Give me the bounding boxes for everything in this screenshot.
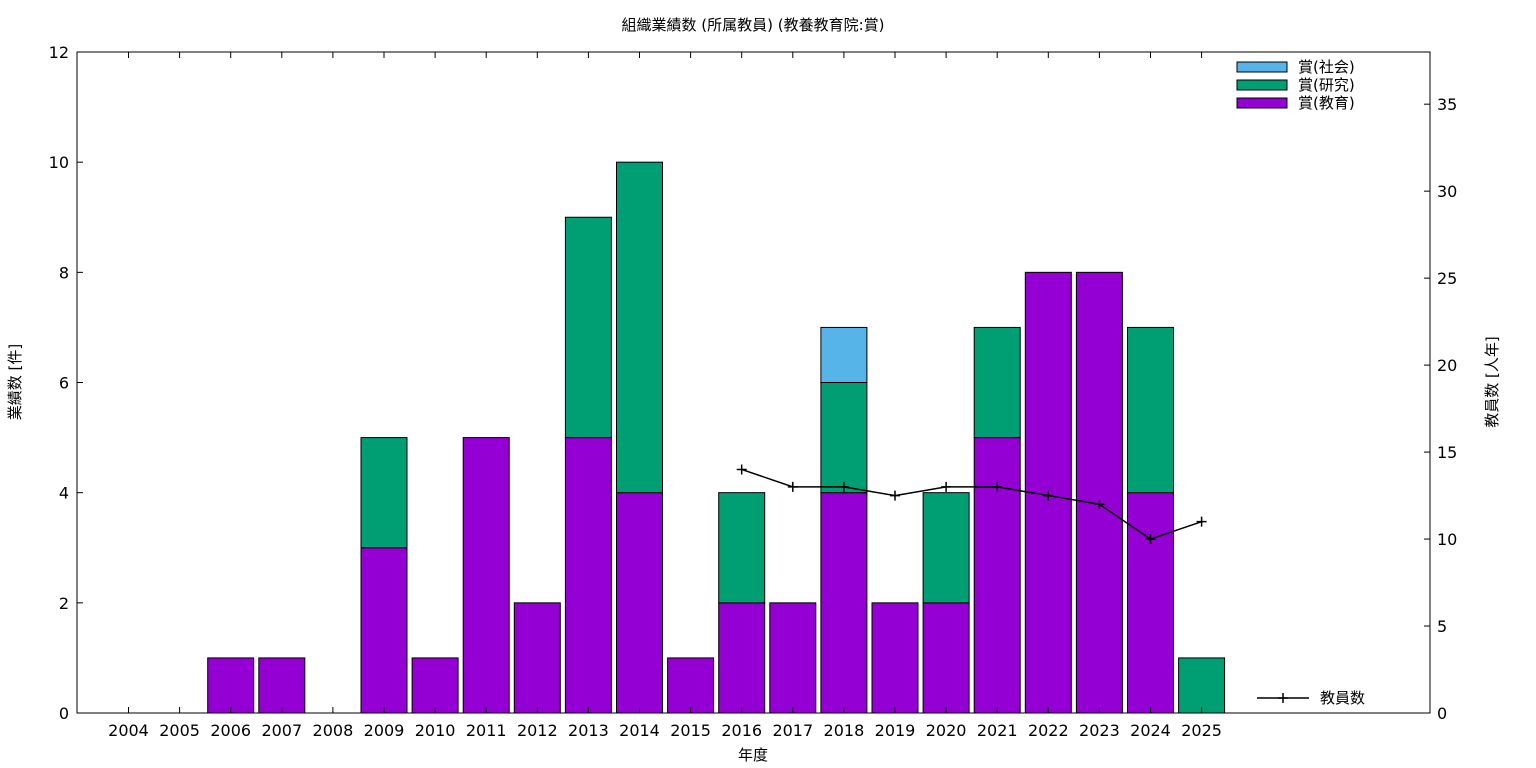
line-layer bbox=[736, 464, 1207, 545]
bar-2016-series-1 bbox=[718, 492, 766, 604]
y-tick-label: 0 bbox=[59, 704, 69, 723]
bar-2025-series-1 bbox=[1178, 657, 1226, 714]
bar-2020-series-1 bbox=[922, 492, 970, 604]
bar-2024-series-1 bbox=[1127, 326, 1174, 494]
x-tick-label: 2025 bbox=[1181, 721, 1222, 740]
x-tick-label: 2006 bbox=[210, 721, 251, 740]
y-tick-label: 8 bbox=[59, 263, 69, 282]
bar-2021-series-0 bbox=[973, 437, 1021, 714]
x-tick-label: 2020 bbox=[926, 721, 967, 740]
x-axis-label: 年度 bbox=[738, 746, 768, 764]
x-tick-label: 2012 bbox=[517, 721, 558, 740]
x-tick-label: 2009 bbox=[364, 721, 405, 740]
x-tick-label: 2015 bbox=[670, 721, 711, 740]
legend-label: 賞(教育) bbox=[1298, 94, 1355, 112]
bars-layer bbox=[207, 161, 1226, 714]
y-tick-label: 4 bbox=[59, 484, 69, 503]
bar-2016-series-0 bbox=[718, 602, 766, 714]
x-tick-label: 2010 bbox=[415, 721, 456, 740]
bar-2014-series-0 bbox=[616, 492, 663, 714]
y2-axis-label: 教員数 [人年] bbox=[1483, 336, 1501, 427]
axes-layer: 2004 2005 2006 2007 2008 2009 2010 2011 2012 2013… bbox=[49, 43, 1458, 740]
x-tick-label: 2024 bbox=[1130, 721, 1171, 740]
faculty-count-point bbox=[838, 481, 849, 492]
y2-tick-label: 5 bbox=[1437, 617, 1447, 636]
y2-tick-label: 30 bbox=[1437, 182, 1457, 201]
chart-title: 組織業績数 (所属教員) (教養教育院:賞) bbox=[622, 16, 885, 34]
bar-2009-series-1 bbox=[360, 437, 408, 549]
x-tick-label: 2005 bbox=[159, 721, 200, 740]
faculty-count-point bbox=[941, 481, 952, 492]
bar-2013-series-1 bbox=[564, 216, 612, 439]
bar-2018-series-2 bbox=[820, 326, 868, 383]
faculty-count-point bbox=[787, 481, 798, 492]
bar-2007-series-0 bbox=[258, 657, 306, 714]
bar-2013-series-0 bbox=[564, 437, 612, 714]
faculty-count-point bbox=[1196, 516, 1207, 527]
bar-2011-series-0 bbox=[462, 437, 510, 714]
y2-tick-label: 15 bbox=[1437, 443, 1457, 462]
x-tick-label: 2021 bbox=[977, 721, 1018, 740]
y2-tick-label: 0 bbox=[1437, 704, 1447, 723]
x-tick-label: 2017 bbox=[772, 721, 813, 740]
legend: 賞(社会)賞(研究)賞(教育) 教員数 bbox=[1236, 58, 1365, 707]
y-tick-label: 2 bbox=[59, 594, 69, 613]
bar-2019-series-0 bbox=[871, 602, 919, 714]
faculty-count-point bbox=[992, 481, 1003, 492]
faculty-count-point bbox=[1094, 499, 1105, 510]
bar-2018-series-1 bbox=[820, 382, 868, 494]
bar-2021-series-1 bbox=[973, 326, 1021, 439]
x-tick-label: 2004 bbox=[108, 721, 149, 740]
x-tick-label: 2011 bbox=[466, 721, 507, 740]
legend-line-marker bbox=[1278, 693, 1288, 703]
bar-2014-series-1 bbox=[616, 161, 663, 494]
y-tick-label: 12 bbox=[49, 43, 69, 62]
faculty-count-point bbox=[1145, 534, 1156, 545]
bar-2010-series-0 bbox=[411, 657, 459, 714]
faculty-count-point bbox=[736, 464, 747, 475]
x-tick-label: 2018 bbox=[824, 721, 865, 740]
legend-swatch bbox=[1236, 79, 1288, 91]
bar-2024-series-0 bbox=[1127, 492, 1174, 714]
x-tick-label: 2022 bbox=[1028, 721, 1069, 740]
x-tick-label: 2014 bbox=[619, 721, 660, 740]
x-tick-label: 2019 bbox=[875, 721, 916, 740]
legend-swatch bbox=[1236, 97, 1288, 109]
y2-tick-label: 35 bbox=[1437, 95, 1457, 114]
bar-2017-series-0 bbox=[769, 602, 817, 714]
bar-2009-series-0 bbox=[360, 547, 408, 714]
x-tick-label: 2023 bbox=[1079, 721, 1120, 740]
y2-tick-label: 10 bbox=[1437, 530, 1457, 549]
faculty-count-line bbox=[741, 468, 1202, 540]
bar-2015-series-0 bbox=[667, 657, 715, 714]
faculty-count-point bbox=[890, 490, 900, 501]
y-axis-label: 業績数 [件] bbox=[6, 344, 24, 420]
x-tick-label: 2008 bbox=[313, 721, 354, 740]
x-tick-label: 2013 bbox=[568, 721, 609, 740]
bar-2023-series-0 bbox=[1075, 271, 1123, 714]
y-tick-label: 10 bbox=[49, 153, 69, 172]
legend-swatch bbox=[1236, 61, 1288, 73]
y2-tick-label: 25 bbox=[1437, 269, 1457, 288]
bar-2020-series-0 bbox=[922, 602, 970, 714]
legend-label: 賞(社会) bbox=[1298, 58, 1355, 76]
y2-tick-label: 20 bbox=[1437, 356, 1457, 375]
x-tick-label: 2007 bbox=[261, 721, 302, 740]
faculty-count-point bbox=[1043, 490, 1054, 501]
legend-label: 教員数 bbox=[1320, 689, 1365, 707]
x-tick-label: 2016 bbox=[721, 721, 762, 740]
legend-label: 賞(研究) bbox=[1298, 76, 1355, 94]
bar-2018-series-0 bbox=[820, 492, 868, 714]
bar-2012-series-0 bbox=[513, 602, 561, 714]
bar-2006-series-0 bbox=[207, 657, 255, 714]
y-tick-label: 6 bbox=[59, 374, 69, 393]
